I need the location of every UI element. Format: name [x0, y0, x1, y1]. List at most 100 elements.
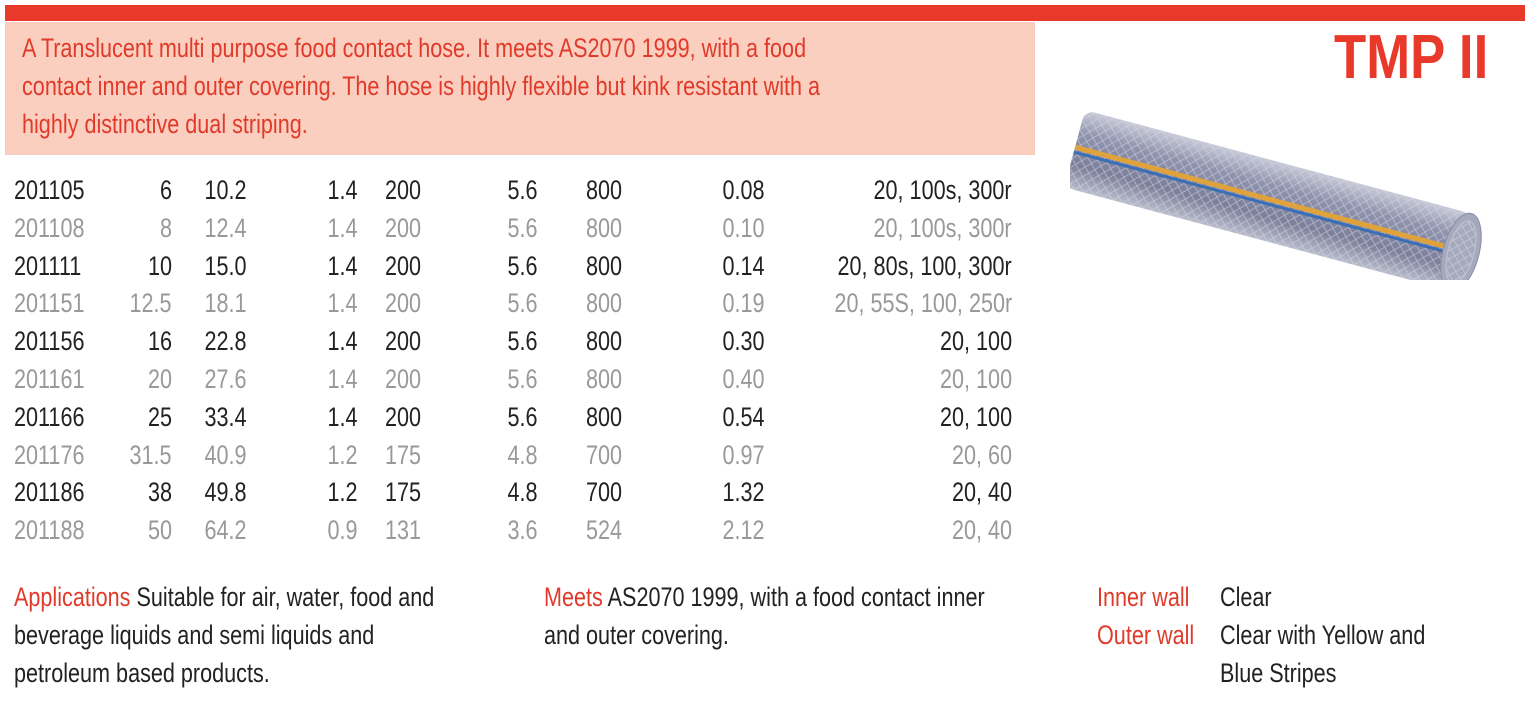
- table-cell: 1.2: [327, 477, 358, 508]
- inner-wall-text: Clear: [1220, 582, 1272, 612]
- table-cell: 20, 80s, 100, 300r: [837, 250, 1012, 281]
- table-cell: 201176: [14, 439, 85, 470]
- table-cell: 25: [147, 401, 172, 432]
- table-cell: 1.4: [327, 212, 358, 243]
- table-cell: 1.4: [327, 175, 358, 205]
- table-cell: 64.2: [204, 515, 247, 546]
- table-cell: 1.4: [327, 364, 358, 394]
- table-cell: 1.4: [327, 326, 358, 357]
- meets: Meets AS2070 1999, with a food contact i…: [544, 578, 988, 654]
- table-cell: 50: [147, 515, 172, 546]
- applications-text: Suitable for air, water, food and bevera…: [14, 582, 435, 688]
- table-cell: 200: [384, 288, 421, 319]
- table-cell: 20, 40: [951, 515, 1012, 546]
- meets-text: AS2070 1999, with a food contact inner a…: [544, 582, 985, 650]
- table-cell: 2.12: [722, 515, 765, 546]
- table-cell: 524: [585, 515, 622, 546]
- table-cell: 0.30: [722, 326, 765, 357]
- table-cell: 5.6: [507, 288, 538, 319]
- table-cell: 0.40: [722, 364, 765, 394]
- table-cell: 20, 55S, 100, 250r: [834, 288, 1012, 319]
- table-cell: 0.9: [327, 515, 358, 546]
- table-cell: 201111: [14, 250, 82, 281]
- table-cell: 5.6: [507, 175, 538, 205]
- meets-label: Meets: [544, 582, 603, 612]
- table-cell: 201188: [14, 515, 85, 546]
- table-cell: 5.6: [507, 401, 538, 432]
- table-cell: 201108: [14, 212, 85, 243]
- title: TMP II: [1334, 23, 1489, 92]
- table-cell: 40.9: [204, 439, 247, 470]
- table-cell: 5.6: [507, 250, 538, 281]
- table-cell: 6: [159, 175, 172, 205]
- table-cell: 12.4: [204, 212, 247, 243]
- table-cell: 49.8: [204, 477, 247, 508]
- table-cell: 20, 100: [939, 364, 1012, 394]
- table-cell: 0.97: [722, 439, 765, 470]
- table-cell: 201186: [14, 477, 85, 508]
- table-cell: 15.0: [204, 250, 247, 281]
- inner-wall-label: Inner wall: [1097, 582, 1190, 612]
- table-cell: 10.2: [204, 175, 247, 205]
- table-cell: 20, 40: [951, 477, 1012, 508]
- table-cell: 800: [585, 401, 622, 432]
- table-cell: 175: [384, 439, 421, 470]
- table-cell: 0.54: [722, 401, 765, 432]
- table-cell: 5.6: [507, 326, 538, 357]
- table-cell: 4.8: [507, 439, 538, 470]
- table-cell: 800: [585, 288, 622, 319]
- table-cell: 1.2: [327, 439, 358, 470]
- table-cell: 200: [384, 212, 421, 243]
- table-cell: 201161: [14, 364, 85, 394]
- table-cell: 10: [147, 250, 172, 281]
- table-cell: 20, 100: [939, 326, 1012, 357]
- table-cell: 200: [384, 326, 421, 357]
- table-cell: 0.14: [722, 250, 765, 281]
- table-cell: 31.5: [129, 439, 172, 470]
- table-cell: 8: [159, 212, 172, 243]
- outer-wall-label: Outer wall: [1097, 620, 1195, 650]
- table-cell: 200: [384, 250, 421, 281]
- table-cell: 0.10: [722, 212, 765, 243]
- applications: Applications Suitable for air, water, fo…: [14, 578, 466, 692]
- table-cell: 1.4: [327, 288, 358, 319]
- table-cell: 200: [384, 401, 421, 432]
- hose-image: [1070, 112, 1482, 280]
- table-cell: 20, 100s, 300r: [873, 212, 1012, 243]
- table-cell: 201166: [14, 401, 85, 432]
- table-cell: 18.1: [204, 288, 247, 319]
- table-cell: 12.5: [129, 288, 172, 319]
- table-cell: 800: [585, 250, 622, 281]
- table-cell: 5.6: [507, 212, 538, 243]
- table-cell: 16: [147, 326, 172, 357]
- table-cell: 3.6: [507, 515, 538, 546]
- table-cell: 131: [384, 515, 421, 546]
- table-cell: 20: [147, 364, 172, 394]
- table-cell: 1.4: [327, 401, 358, 432]
- table-cell: 0.08: [722, 175, 765, 205]
- table-cell: 5.6: [507, 364, 538, 394]
- table-cell: 800: [585, 212, 622, 243]
- table-cell: 700: [585, 477, 622, 508]
- table-cell: 800: [585, 364, 622, 394]
- table-cell: 20, 100s, 300r: [873, 175, 1012, 205]
- table-cell: 1.32: [722, 477, 765, 508]
- intro-text: A Translucent multi purpose food contact…: [22, 33, 821, 139]
- applications-label: Applications: [14, 582, 131, 612]
- table-cell: 201151: [14, 288, 85, 319]
- table-cell: 200: [384, 364, 421, 394]
- table-cell: 4.8: [507, 477, 538, 508]
- table-cell: 800: [585, 175, 622, 205]
- table-cell: 0.19: [722, 288, 765, 319]
- table-cell: 700: [585, 439, 622, 470]
- table-cell: 201105: [14, 175, 85, 205]
- intro-box: [5, 22, 1035, 155]
- table-cell: 200: [384, 175, 421, 205]
- top-bar: [5, 5, 1525, 21]
- table-cell: 175: [384, 477, 421, 508]
- table-cell: 33.4: [204, 401, 247, 432]
- table-cell: 20, 60: [951, 439, 1012, 470]
- table-cell: 1.4: [327, 250, 358, 281]
- table-cell: 22.8: [204, 326, 247, 357]
